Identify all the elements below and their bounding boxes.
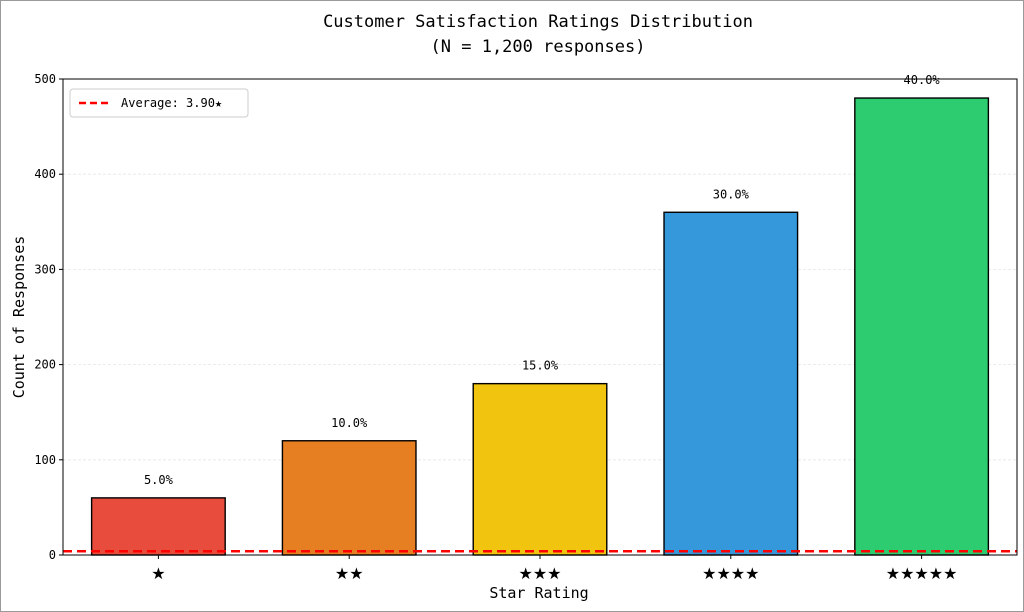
legend-average-label: Average: 3.90★: [121, 96, 222, 110]
x-tick-label: ★★★: [518, 564, 561, 583]
legend-box: [69, 88, 249, 118]
bar-data-label: 40.0%: [904, 73, 941, 87]
y-tick-label: 100: [34, 453, 56, 467]
chart-subtitle: (N = 1,200 responses): [431, 37, 646, 57]
y-tick-label: 500: [34, 72, 56, 86]
y-axis-label: Count of Responses: [10, 236, 28, 399]
bar: [663, 211, 799, 556]
y-tick-label: 200: [34, 358, 56, 372]
bar-data-label: 10.0%: [331, 416, 368, 430]
bar-data-label: 15.0%: [522, 359, 559, 373]
bar-data-label: 5.0%: [144, 473, 174, 487]
chart-title: Customer Satisfaction Ratings Distributi…: [323, 12, 753, 32]
bar: [90, 497, 226, 556]
x-axis-label: Star Rating: [489, 584, 588, 602]
y-tick-label: 0: [49, 548, 56, 562]
bars: 5.0% 10.0% 15.0% 30.0% 40.0%: [90, 73, 990, 556]
x-tick-label: ★★★★: [702, 564, 759, 583]
x-axis-ticks: ★ ★★ ★★★ ★★★★ ★★★★★: [151, 555, 957, 583]
x-tick-label: ★★: [335, 564, 364, 583]
y-axis-ticks: 0 100 200 300 400 500: [34, 72, 63, 562]
y-tick-label: 400: [34, 167, 56, 181]
bar-data-label: 30.0%: [713, 187, 750, 201]
legend: Average: 3.90★: [69, 88, 249, 118]
bar: [472, 382, 608, 556]
bar: [281, 440, 417, 556]
bar: [854, 97, 990, 556]
x-tick-label: ★: [151, 564, 165, 583]
y-tick-label: 300: [34, 262, 56, 276]
x-tick-label: ★★★★★: [886, 564, 958, 583]
